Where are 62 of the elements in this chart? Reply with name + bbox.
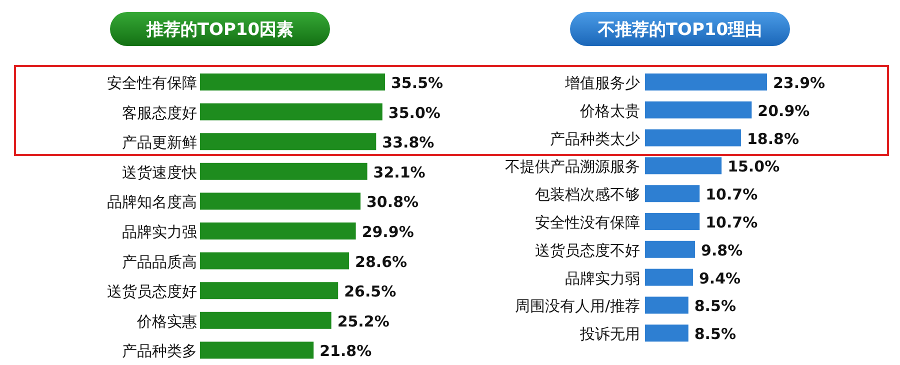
bar xyxy=(200,133,376,150)
y-tick-label: 产品品质高 xyxy=(122,252,197,271)
data-label: 26.5% xyxy=(344,282,396,301)
y-tick-label: 客服态度好 xyxy=(122,104,197,122)
y-tick-label: 产品更新鲜 xyxy=(122,134,197,152)
y-tick-label: 品牌实力强 xyxy=(122,223,197,241)
bar xyxy=(200,222,356,240)
data-label: 20.9% xyxy=(758,102,810,120)
bar xyxy=(645,185,700,202)
y-tick-label: 安全性没有保障 xyxy=(535,214,640,232)
bar xyxy=(645,240,696,258)
data-label: 29.9% xyxy=(362,223,414,241)
y-tick-label: 产品种类多 xyxy=(122,342,197,360)
data-label: 9.4% xyxy=(698,269,741,288)
data-label: 8.5% xyxy=(694,297,736,316)
bar xyxy=(200,282,338,300)
bar xyxy=(645,213,700,230)
data-label: 28.6% xyxy=(355,252,408,271)
bar xyxy=(645,296,688,314)
bar xyxy=(200,252,350,270)
data-label: 32.1% xyxy=(373,163,426,182)
y-tick-label: 周围没有人用/推荐 xyxy=(514,297,640,316)
data-label: 9.8% xyxy=(701,241,743,260)
chart-title: 不推荐的TOP10理由 xyxy=(596,20,762,40)
data-label: 25.2% xyxy=(337,312,390,330)
data-label: 21.8% xyxy=(320,342,372,360)
bar xyxy=(200,103,382,120)
bar xyxy=(200,162,368,180)
data-label: 23.9% xyxy=(773,74,826,92)
y-tick-label: 安全性有保障 xyxy=(107,74,197,92)
y-tick-label: 送货速度快 xyxy=(122,163,197,182)
bar xyxy=(200,74,385,90)
y-tick-label: 投诉无用 xyxy=(579,325,640,344)
y-tick-label: 品牌知名度高 xyxy=(107,193,197,212)
y-tick-label: 产品种类太少 xyxy=(550,130,640,148)
bar xyxy=(200,192,361,210)
data-label: 35.5% xyxy=(391,74,444,92)
y-tick-label: 不提供产品溯源服务 xyxy=(505,158,640,176)
bar xyxy=(200,312,332,329)
data-label: 10.7% xyxy=(706,186,758,204)
bar xyxy=(645,268,693,286)
bar xyxy=(645,74,767,90)
y-tick-label: 增值服务少 xyxy=(564,74,640,92)
y-tick-label: 价格太贵 xyxy=(579,102,640,120)
data-label: 15.0% xyxy=(728,158,780,176)
y-tick-label: 送货员态度好 xyxy=(107,282,197,301)
bar xyxy=(645,157,722,174)
y-tick-label: 送货员态度不好 xyxy=(535,241,640,260)
data-label: 10.7% xyxy=(706,214,758,232)
data-label: 18.8% xyxy=(746,130,800,148)
y-tick-label: 品牌实力弱 xyxy=(565,269,640,288)
y-tick-label: 价格实惠 xyxy=(136,312,197,330)
data-label: 33.8% xyxy=(382,134,434,152)
chart-title: 推荐的TOP10因素 xyxy=(145,20,294,40)
bar xyxy=(645,324,688,342)
bar xyxy=(645,101,752,118)
y-tick-label: 包装档次感不够 xyxy=(535,186,640,204)
bar xyxy=(645,129,741,146)
data-label: 35.0% xyxy=(388,104,440,122)
data-label: 30.8% xyxy=(366,193,419,212)
data-label: 8.5% xyxy=(694,325,736,344)
bar xyxy=(200,342,314,359)
